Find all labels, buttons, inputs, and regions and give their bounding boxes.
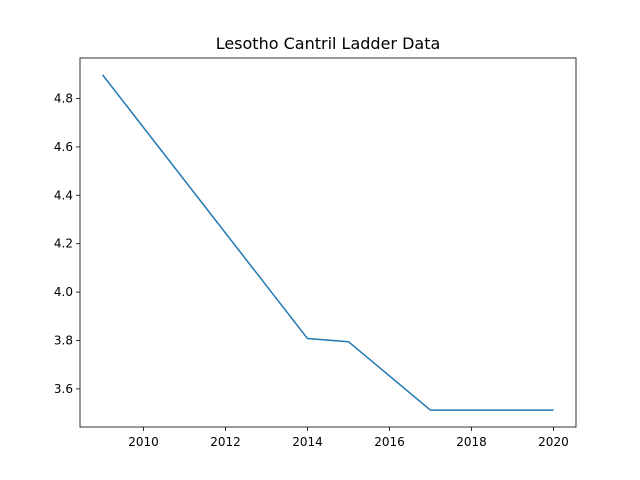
y-tick-label: 4.8 (54, 92, 73, 106)
chart-title: Lesotho Cantril Ladder Data (216, 34, 441, 53)
series-line-0 (101, 74, 554, 411)
y-tick-label: 4.4 (54, 188, 73, 202)
y-tick-label: 4.6 (54, 140, 73, 154)
y-tick-label: 4.0 (54, 285, 73, 299)
x-tick-label: 2020 (538, 435, 569, 449)
x-tick-label: 2012 (210, 435, 241, 449)
y-tick-label: 3.6 (54, 382, 73, 396)
x-tick-label: 2010 (128, 435, 159, 449)
x-tick-label: 2014 (292, 435, 323, 449)
plot-area: 2010 2012 2014 2016 2018 2020 3.6 3.8 4.0 4.2 4.4 4… (54, 57, 577, 449)
x-tick-label: 2016 (374, 435, 405, 449)
y-tick-label: 3.8 (54, 333, 73, 347)
y-tick-label: 4.2 (54, 237, 73, 251)
x-tick-label: 2018 (456, 435, 487, 449)
axes-frame (79, 57, 577, 428)
